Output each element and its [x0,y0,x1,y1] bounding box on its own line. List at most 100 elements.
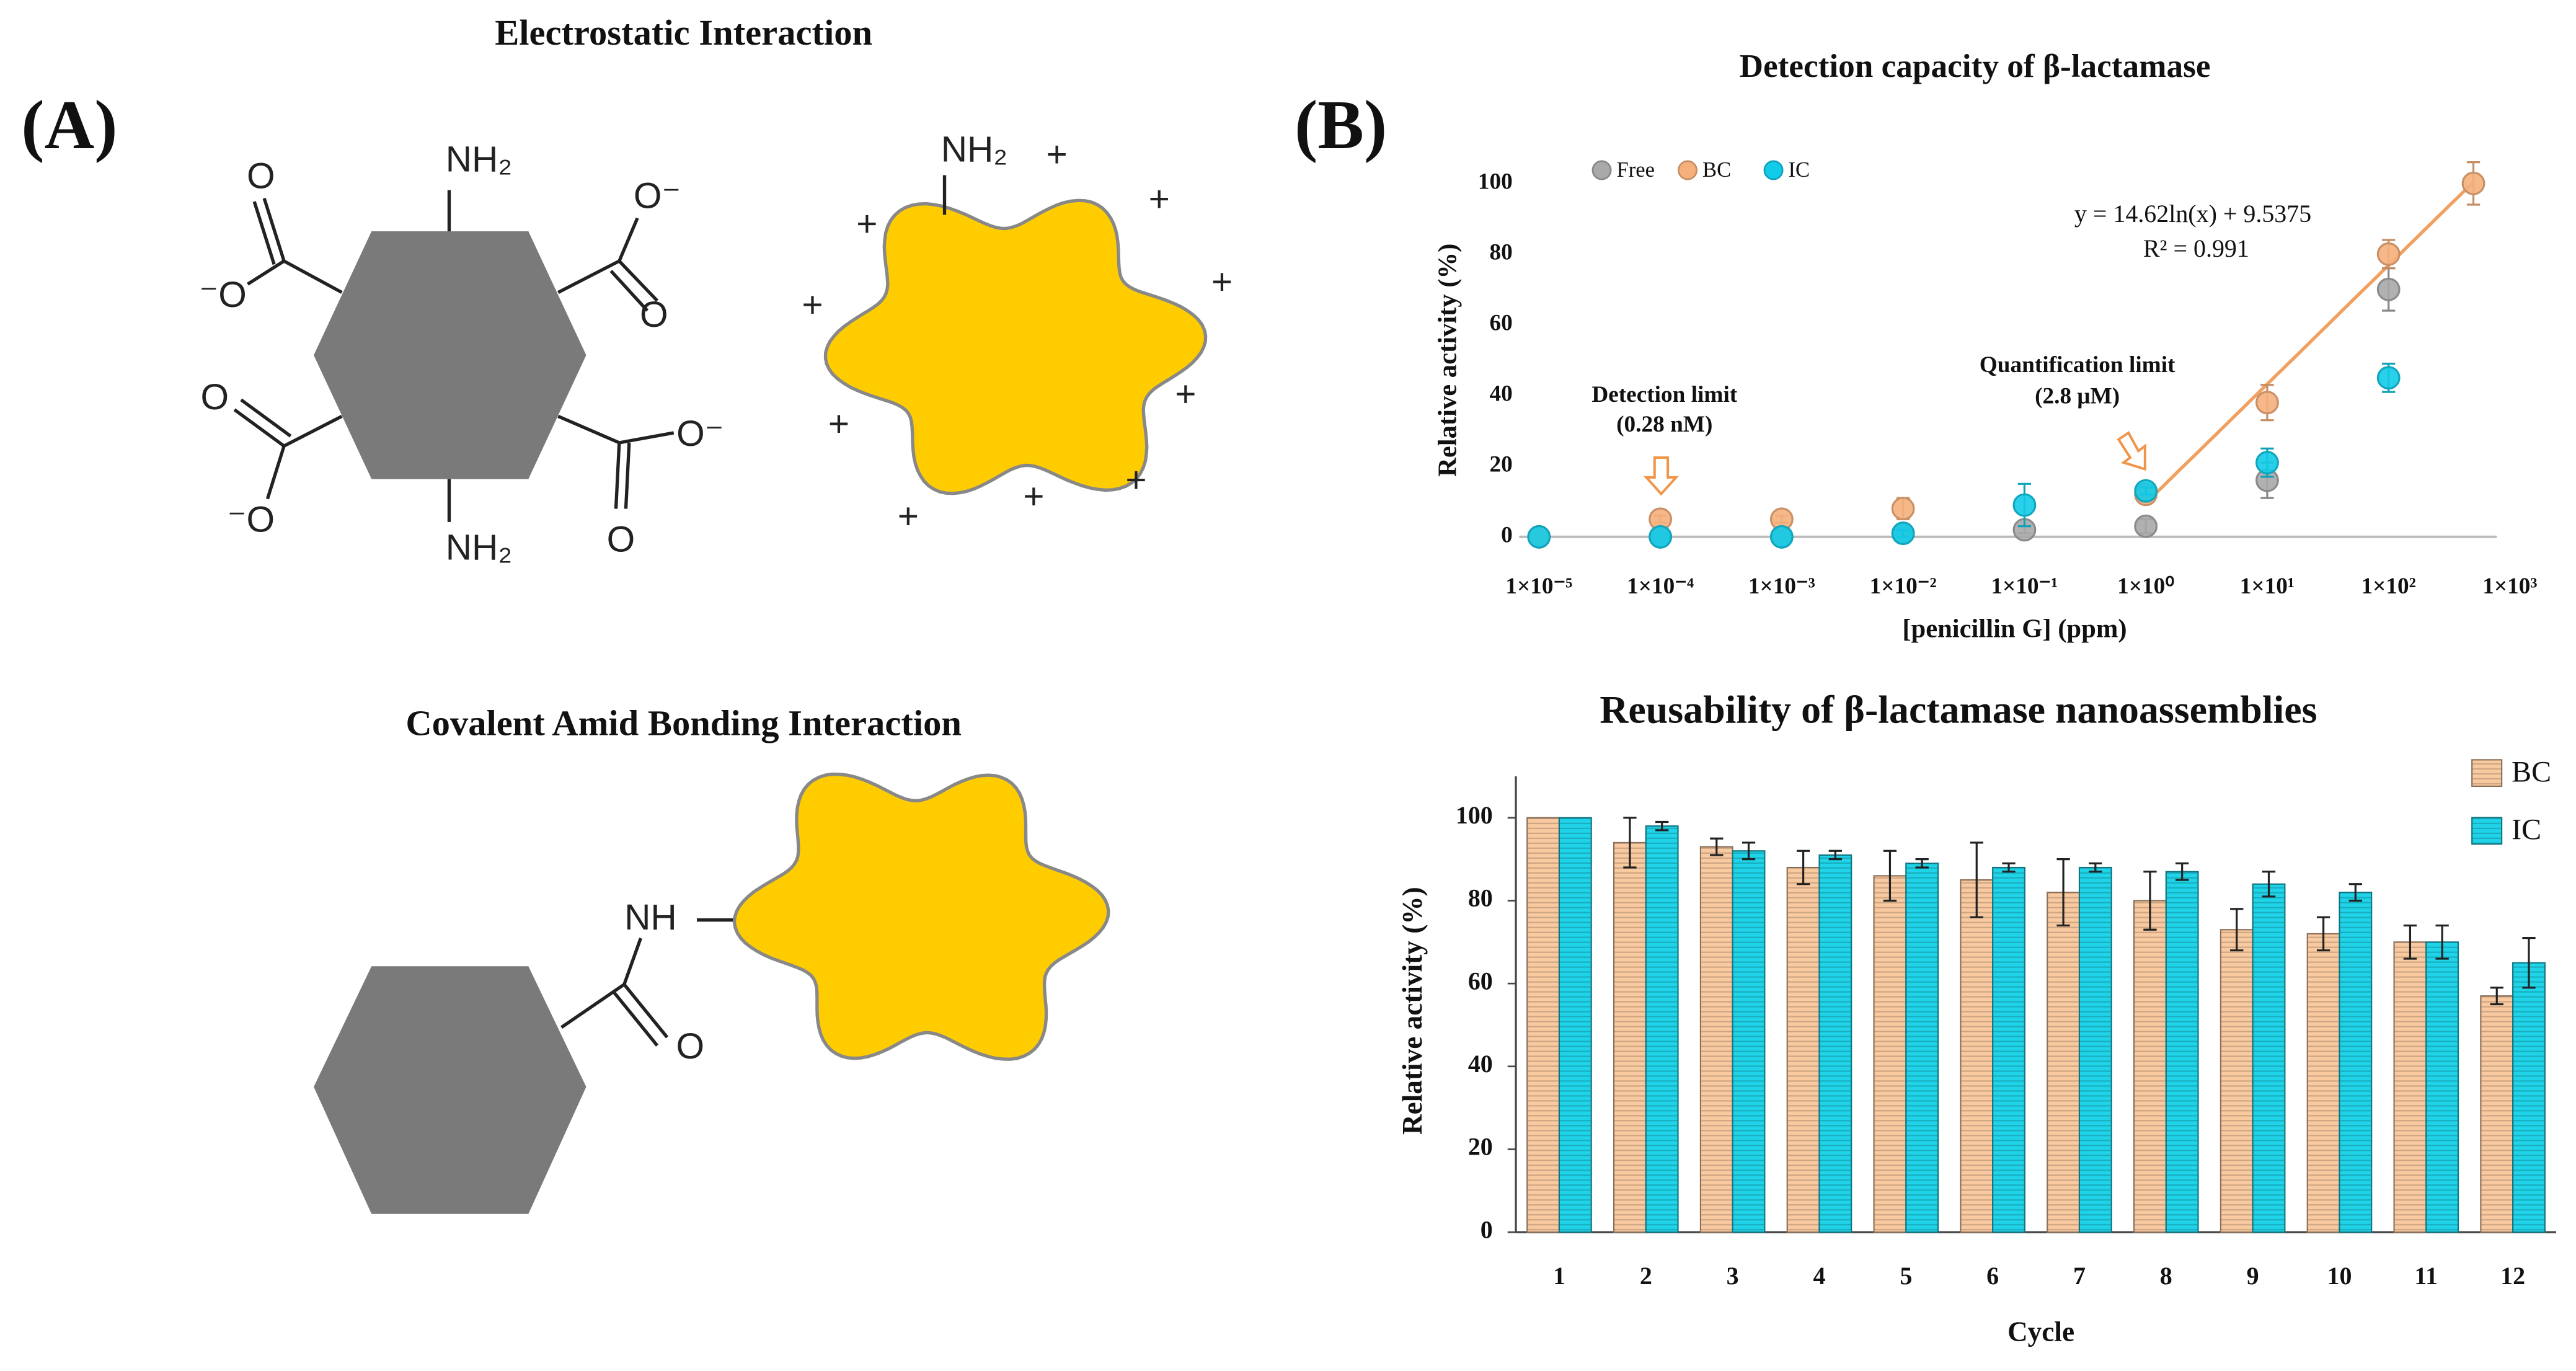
legend-swatch [2471,817,2503,845]
x-tick-label: 3 [1727,1262,1739,1290]
legend-label: Free [1617,158,1655,182]
bar [2165,871,2199,1233]
chart-title: Detection capacity of β-lactamase [1740,48,2211,84]
x-tick-label: 11 [2414,1262,2438,1290]
amine-label: NH₂ [446,140,512,180]
annotation: Detection limit [1591,382,1737,407]
chart-title: Reusability of β-lactamase nanoassemblie… [1600,687,2317,731]
bar [1992,866,2025,1233]
amine-label: NH₂ [446,528,512,568]
x-tick-label: 7 [2073,1262,2086,1290]
x-tick-label: 1×10² [2361,574,2416,599]
x-tick-label: 1×10¹ [2240,574,2295,599]
y-tick-label: 0 [1481,1215,1493,1243]
oxygen-label: O [247,156,275,196]
error-bar [2230,908,2244,952]
charge: + [828,404,849,444]
diagram-title: Electrostatic Interaction [495,12,872,53]
data-point [2012,493,2037,517]
annotation-arrow [2117,431,2146,471]
y-tick-label: 40 [1489,381,1512,406]
oxygen-label: O [676,1026,705,1067]
legend-label: BC [1702,158,1731,182]
x-tick-label: 8 [2160,1262,2172,1290]
y-tick-label: 60 [1468,967,1493,995]
bonds [233,190,675,522]
bar [2047,892,2081,1233]
legend-marker [1678,160,1698,180]
annotation: (0.28 nM) [1616,412,1712,437]
oxygen-label: O [200,377,229,417]
y-axis-label: Relative activity (%) [1397,887,1428,1135]
error-bar [1970,841,1983,918]
trendline-r2: R² = 0.991 [2143,234,2249,262]
annotation: Quantification limit [1980,352,2175,378]
data-point [1527,525,1551,549]
error-bar [2403,924,2417,960]
diagram-title: Covalent Amid Bonding Interaction [405,703,962,743]
x-tick-label: 1×10⁻² [1870,574,1937,599]
x-tick-label: 12 [2500,1262,2525,1290]
oxygen-label: O⁻ [634,175,681,216]
error-bar [2316,916,2330,952]
x-tick-label: 10 [2327,1262,2352,1290]
x-tick-label: 1×10⁰ [2117,574,2174,599]
bar [2252,883,2286,1233]
hexagon [314,231,586,479]
bar [2339,892,2373,1233]
oxygen-label: ⁻O [199,275,246,315]
data-point [2255,451,2279,475]
charge: + [802,285,823,325]
legend-marker [1591,160,1612,180]
bar [2133,900,2167,1233]
legend-label: IC [2512,814,2541,846]
y-axis-label: Relative activity (%) [1433,244,1462,477]
bar [2393,941,2427,1233]
bar [1732,850,1766,1233]
bar [2306,933,2340,1233]
oxygen-label: O [607,519,635,559]
error-bar [2143,871,2157,931]
annotation-arrow [1643,456,1679,496]
x-tick-label: 1×10⁻⁵ [1505,574,1572,599]
error-bar [2002,862,2016,873]
bar [1818,854,1852,1233]
error-bar [2089,862,2102,873]
oxygen-label: ⁻O [228,499,275,539]
error-bar [2522,937,2536,989]
bar [2425,941,2459,1233]
charge: + [1211,262,1233,302]
charge: + [1047,135,1068,175]
y-tick-label: 60 [1489,310,1512,335]
x-tick-label: 6 [1986,1262,1999,1290]
oxygen-label: O⁻ [676,414,724,454]
y-tick-label: 100 [1478,169,1513,194]
data-point [1891,497,1915,521]
data-point [2376,242,2401,266]
data-point [2376,277,2401,301]
y-tick-label: 0 [1501,522,1513,548]
x-tick-label: 1×10⁻¹ [1991,574,2058,599]
charges: + + + + + + + + + + [802,135,1233,536]
bar [1558,817,1592,1233]
x-axis-label: [penicillin G] (ppm) [1902,614,2127,643]
trendline [2144,180,2475,505]
charge: + [1149,179,1170,220]
error-bar [2435,924,2449,960]
x-tick-label: 4 [1813,1262,1825,1290]
y-tick-label: 20 [1489,451,1512,477]
error-bar [1828,850,1842,861]
charge: + [856,204,877,244]
bar [1905,863,1939,1233]
legend-label: BC [2512,755,2551,788]
y-tick-label: 100 [1456,801,1493,829]
amine-label: NH₂ [941,130,1007,170]
data-point [1891,521,1915,545]
data-point [1769,525,1794,549]
x-tick-label: 9 [2247,1262,2259,1290]
error-bar [2175,862,2189,881]
charge: + [898,496,919,536]
bar [1699,846,1733,1233]
bar [2480,995,2514,1233]
